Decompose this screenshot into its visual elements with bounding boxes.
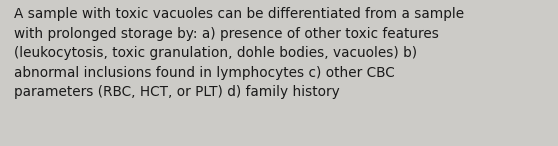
Text: A sample with toxic vacuoles can be differentiated from a sample
with prolonged : A sample with toxic vacuoles can be diff…: [14, 7, 464, 99]
